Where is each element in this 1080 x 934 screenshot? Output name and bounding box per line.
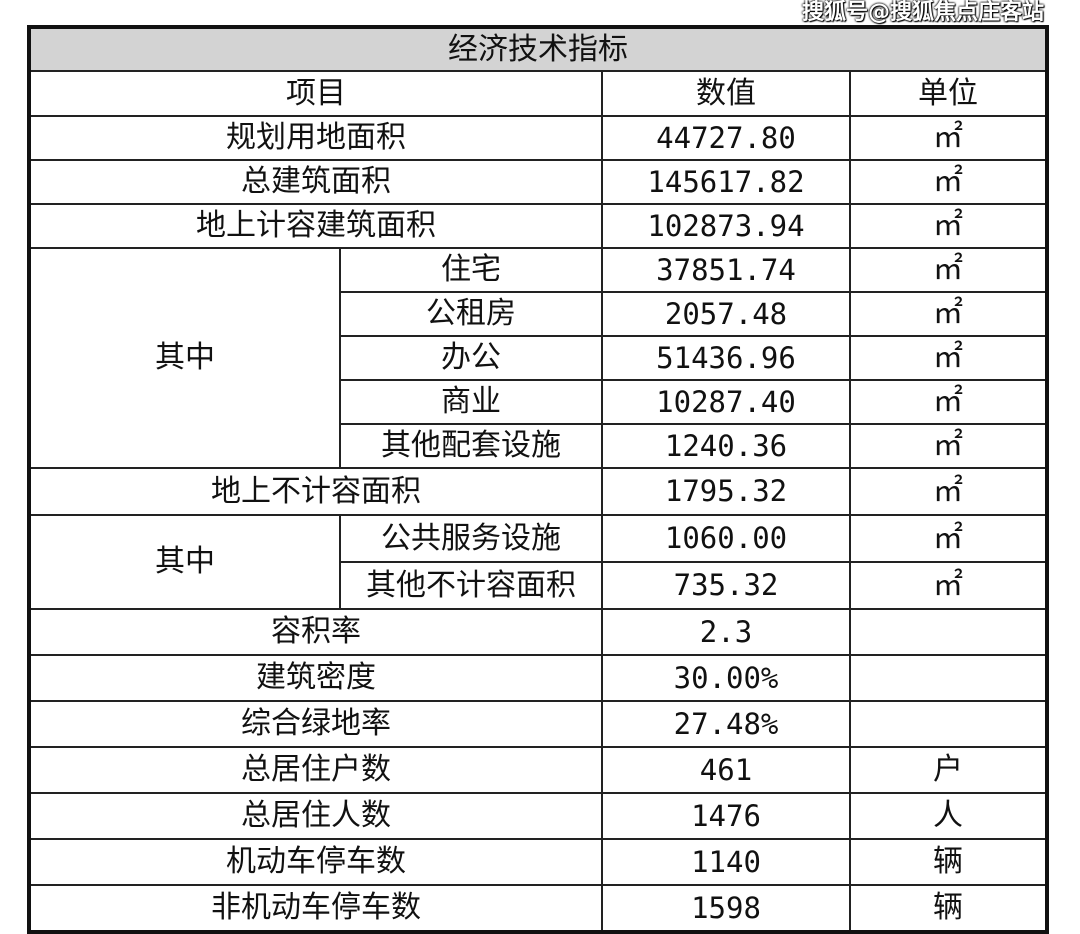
row-value: 27.48% <box>601 700 851 748</box>
row-unit: ㎡ <box>849 159 1048 205</box>
row-unit: ㎡ <box>849 247 1048 293</box>
row-subitem: 住宅 <box>339 247 603 293</box>
row-subitem: 办公 <box>339 335 603 381</box>
row-item: 规划用地面积 <box>28 115 603 161</box>
row-item: 地上计容建筑面积 <box>28 203 603 249</box>
row-unit <box>849 654 1048 702</box>
table-row: 商业 10287.40 ㎡ <box>29 379 1048 425</box>
row-value: 30.00% <box>601 654 851 702</box>
table-title: 经济技术指标 <box>28 26 1048 72</box>
table-row: 规划用地面积 44727.80 ㎡ <box>28 115 1048 161</box>
row-item: 综合绿地率 <box>28 700 603 748</box>
row-unit: 人 <box>849 792 1048 840</box>
table-row: 总居住人数 1476 人 <box>28 792 1048 840</box>
table-row: 其他配套设施 1240.36 ㎡ <box>29 423 1048 469</box>
group-label: 其中 <box>28 247 341 469</box>
watermark: 搜狐号@搜狐焦点庄客站 <box>801 0 1044 25</box>
row-value: 145617.82 <box>601 159 851 205</box>
row-subitem: 其他配套设施 <box>339 423 603 469</box>
row-value: 37851.74 <box>601 247 851 293</box>
table-row: 其中 住宅 37851.74 ㎡ <box>28 247 1048 469</box>
row-unit: ㎡ <box>849 115 1048 161</box>
row-value: 1140 <box>601 838 851 886</box>
row-value: 2057.48 <box>601 291 851 337</box>
row-unit: 辆 <box>849 884 1048 933</box>
row-unit: ㎡ <box>849 335 1048 381</box>
row-subitem: 公租房 <box>339 291 603 337</box>
row-value: 1476 <box>601 792 851 840</box>
row-unit: ㎡ <box>849 379 1048 425</box>
row-subitem: 其他不计容面积 <box>339 561 603 610</box>
table-row: 总居住户数 461 户 <box>28 746 1048 794</box>
header-item: 项目 <box>28 70 603 117</box>
row-unit: ㎡ <box>849 203 1048 249</box>
row-value: 461 <box>601 746 851 794</box>
table-row: 非机动车停车数 1598 辆 <box>28 884 1048 933</box>
table-row: 综合绿地率 27.48% <box>28 700 1048 748</box>
header-value: 数值 <box>601 70 851 117</box>
row-subitem: 商业 <box>339 379 603 425</box>
row-item: 总居住户数 <box>28 746 603 794</box>
table-row: 办公 51436.96 ㎡ <box>29 335 1048 381</box>
table-row: 其中 公共服务设施 1060.00 ㎡ <box>28 514 1048 610</box>
row-value: 1795.32 <box>601 467 851 516</box>
row-item: 非机动车停车数 <box>28 884 603 933</box>
table-row: 容积率 2.3 <box>28 608 1048 656</box>
row-unit: ㎡ <box>849 467 1048 516</box>
row-value: 1240.36 <box>601 423 851 469</box>
header-unit: 单位 <box>849 70 1048 117</box>
row-item: 总建筑面积 <box>28 159 603 205</box>
row-item: 总居住人数 <box>28 792 603 840</box>
row-unit: ㎡ <box>849 291 1048 337</box>
table-row: 建筑密度 30.00% <box>28 654 1048 702</box>
table-title-row: 经济技术指标 <box>28 26 1048 72</box>
table-row: 公租房 2057.48 ㎡ <box>29 291 1048 337</box>
row-value: 102873.94 <box>601 203 851 249</box>
row-unit <box>849 700 1048 748</box>
row-item: 机动车停车数 <box>28 838 603 886</box>
row-unit: ㎡ <box>849 561 1048 610</box>
table-row: 地上不计容面积 1795.32 ㎡ <box>28 467 1048 516</box>
row-unit <box>849 608 1048 656</box>
row-item: 建筑密度 <box>28 654 603 702</box>
table-row: 其他不计容面积 735.32 ㎡ <box>29 561 1048 610</box>
row-subitem: 公共服务设施 <box>339 514 603 563</box>
row-unit: 辆 <box>849 838 1048 886</box>
row-value: 1598 <box>601 884 851 933</box>
row-value: 51436.96 <box>601 335 851 381</box>
table-row: 地上计容建筑面积 102873.94 ㎡ <box>28 203 1048 249</box>
group-label: 其中 <box>28 514 341 610</box>
header-row: 项目 数值 单位 <box>28 70 1048 117</box>
table-row: 总建筑面积 145617.82 ㎡ <box>28 159 1048 205</box>
row-item: 容积率 <box>28 608 603 656</box>
row-value: 1060.00 <box>601 514 851 563</box>
row-item: 地上不计容面积 <box>28 467 603 516</box>
row-unit: ㎡ <box>849 423 1048 469</box>
table-row: 机动车停车数 1140 辆 <box>28 838 1048 886</box>
row-value: 44727.80 <box>601 115 851 161</box>
row-unit: 户 <box>849 746 1048 794</box>
row-unit: ㎡ <box>849 514 1048 563</box>
row-value: 2.3 <box>601 608 851 656</box>
row-value: 10287.40 <box>601 379 851 425</box>
row-value: 735.32 <box>601 561 851 610</box>
